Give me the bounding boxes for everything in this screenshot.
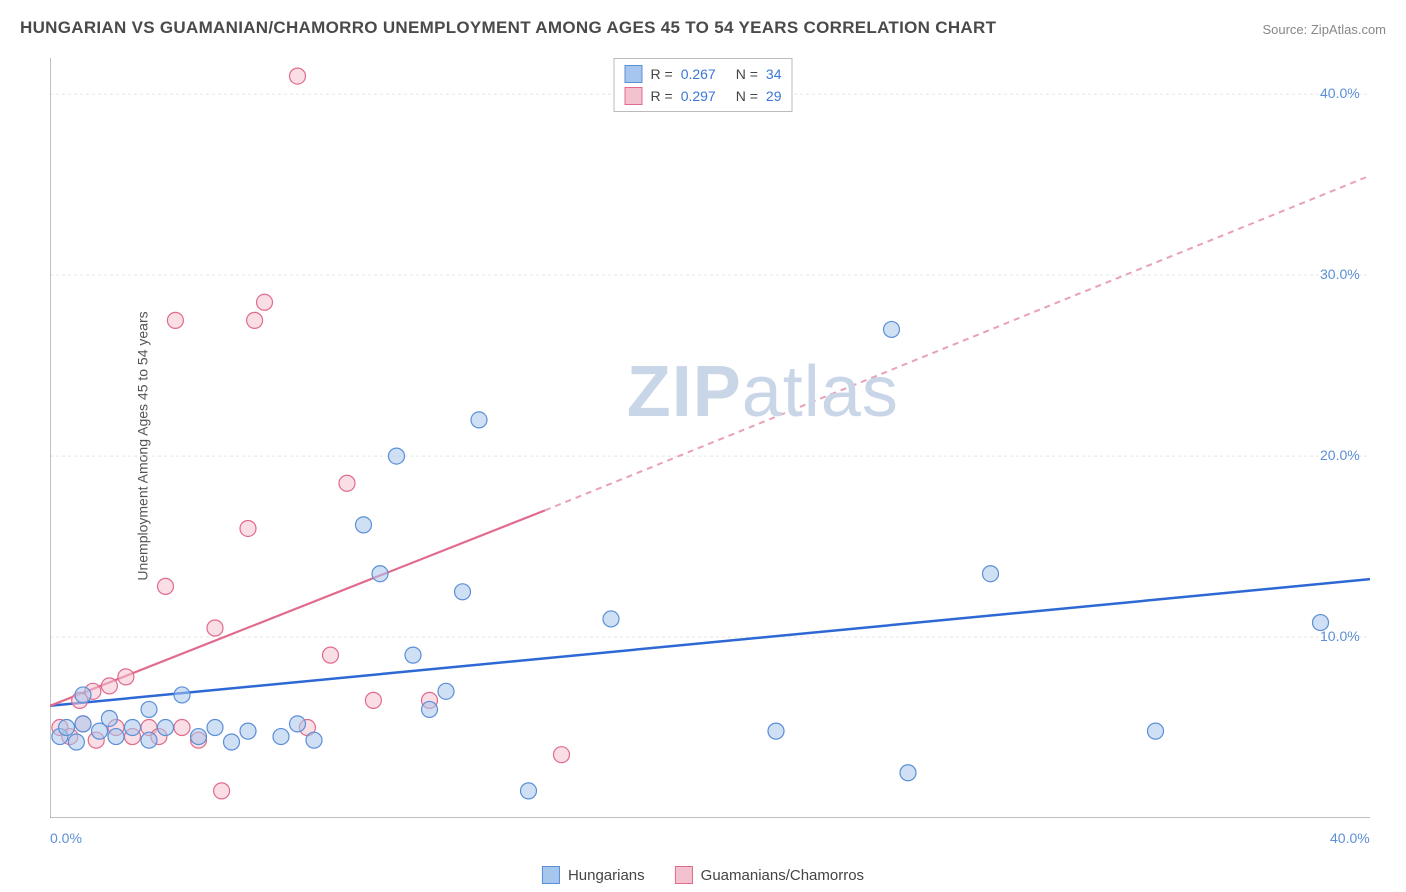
swatch-hungarians <box>542 866 560 884</box>
n-value-guamanians: 29 <box>766 88 782 104</box>
r-label: R = <box>651 88 673 104</box>
swatch-guamanians <box>675 866 693 884</box>
r-value-hungarians: 0.267 <box>681 66 716 82</box>
r-label: R = <box>651 66 673 82</box>
correlation-legend: R = 0.267 N = 34 R = 0.297 N = 29 <box>614 58 793 112</box>
scatter-plot <box>50 58 1370 818</box>
n-label: N = <box>736 66 758 82</box>
legend-row-hungarians: R = 0.267 N = 34 <box>625 63 782 85</box>
x-tick-label: 40.0% <box>1330 830 1370 846</box>
y-tick-label: 30.0% <box>1320 266 1360 282</box>
n-label: N = <box>736 88 758 104</box>
swatch-hungarians <box>625 65 643 83</box>
legend-row-guamanians: R = 0.297 N = 29 <box>625 85 782 107</box>
r-value-guamanians: 0.297 <box>681 88 716 104</box>
legend-label: Guamanians/Chamorros <box>701 867 864 884</box>
y-tick-label: 10.0% <box>1320 628 1360 644</box>
legend-item-hungarians: Hungarians <box>542 866 645 884</box>
source-label: Source: ZipAtlas.com <box>1262 22 1386 37</box>
swatch-guamanians <box>625 87 643 105</box>
series-legend: Hungarians Guamanians/Chamorros <box>542 866 864 884</box>
x-tick-label: 0.0% <box>50 830 82 846</box>
legend-item-guamanians: Guamanians/Chamorros <box>675 866 864 884</box>
chart-area: ZIPatlas 0.0%40.0%10.0%20.0%30.0%40.0% <box>50 58 1370 818</box>
legend-label: Hungarians <box>568 867 645 884</box>
n-value-hungarians: 34 <box>766 66 782 82</box>
y-tick-label: 40.0% <box>1320 85 1360 101</box>
chart-title: HUNGARIAN VS GUAMANIAN/CHAMORRO UNEMPLOY… <box>20 18 996 38</box>
y-tick-label: 20.0% <box>1320 447 1360 463</box>
